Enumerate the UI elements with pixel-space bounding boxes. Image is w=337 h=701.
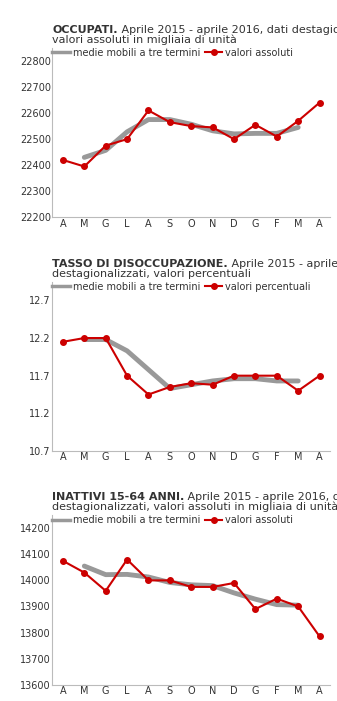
Text: Aprile 2015 - aprile 2016, dati destagionalizzati,: Aprile 2015 - aprile 2016, dati destagio… (118, 25, 337, 35)
Text: destagionalizzati, valori assoluti in migliaia di unità: destagionalizzati, valori assoluti in mi… (52, 502, 337, 512)
Text: TASSO DI DISOCCUPAZIONE.: TASSO DI DISOCCUPAZIONE. (52, 259, 228, 268)
Legend: medie mobili a tre termini, valori assoluti: medie mobili a tre termini, valori assol… (52, 515, 293, 525)
Text: INATTIVI 15-64 ANNI.: INATTIVI 15-64 ANNI. (52, 492, 184, 503)
Text: OCCUPATI.: OCCUPATI. (52, 25, 118, 35)
Text: valori assoluti in migliaia di unità: valori assoluti in migliaia di unità (52, 34, 237, 45)
Text: destagionalizzati, valori percentuali: destagionalizzati, valori percentuali (52, 268, 251, 279)
Text: Aprile 2015 - aprile 2016, dati: Aprile 2015 - aprile 2016, dati (184, 492, 337, 503)
Text: Aprile 2015 - aprile 2016, dati: Aprile 2015 - aprile 2016, dati (228, 259, 337, 268)
Legend: medie mobili a tre termini, valori assoluti: medie mobili a tre termini, valori assol… (52, 48, 293, 58)
Legend: medie mobili a tre termini, valori percentuali: medie mobili a tre termini, valori perce… (52, 282, 311, 292)
